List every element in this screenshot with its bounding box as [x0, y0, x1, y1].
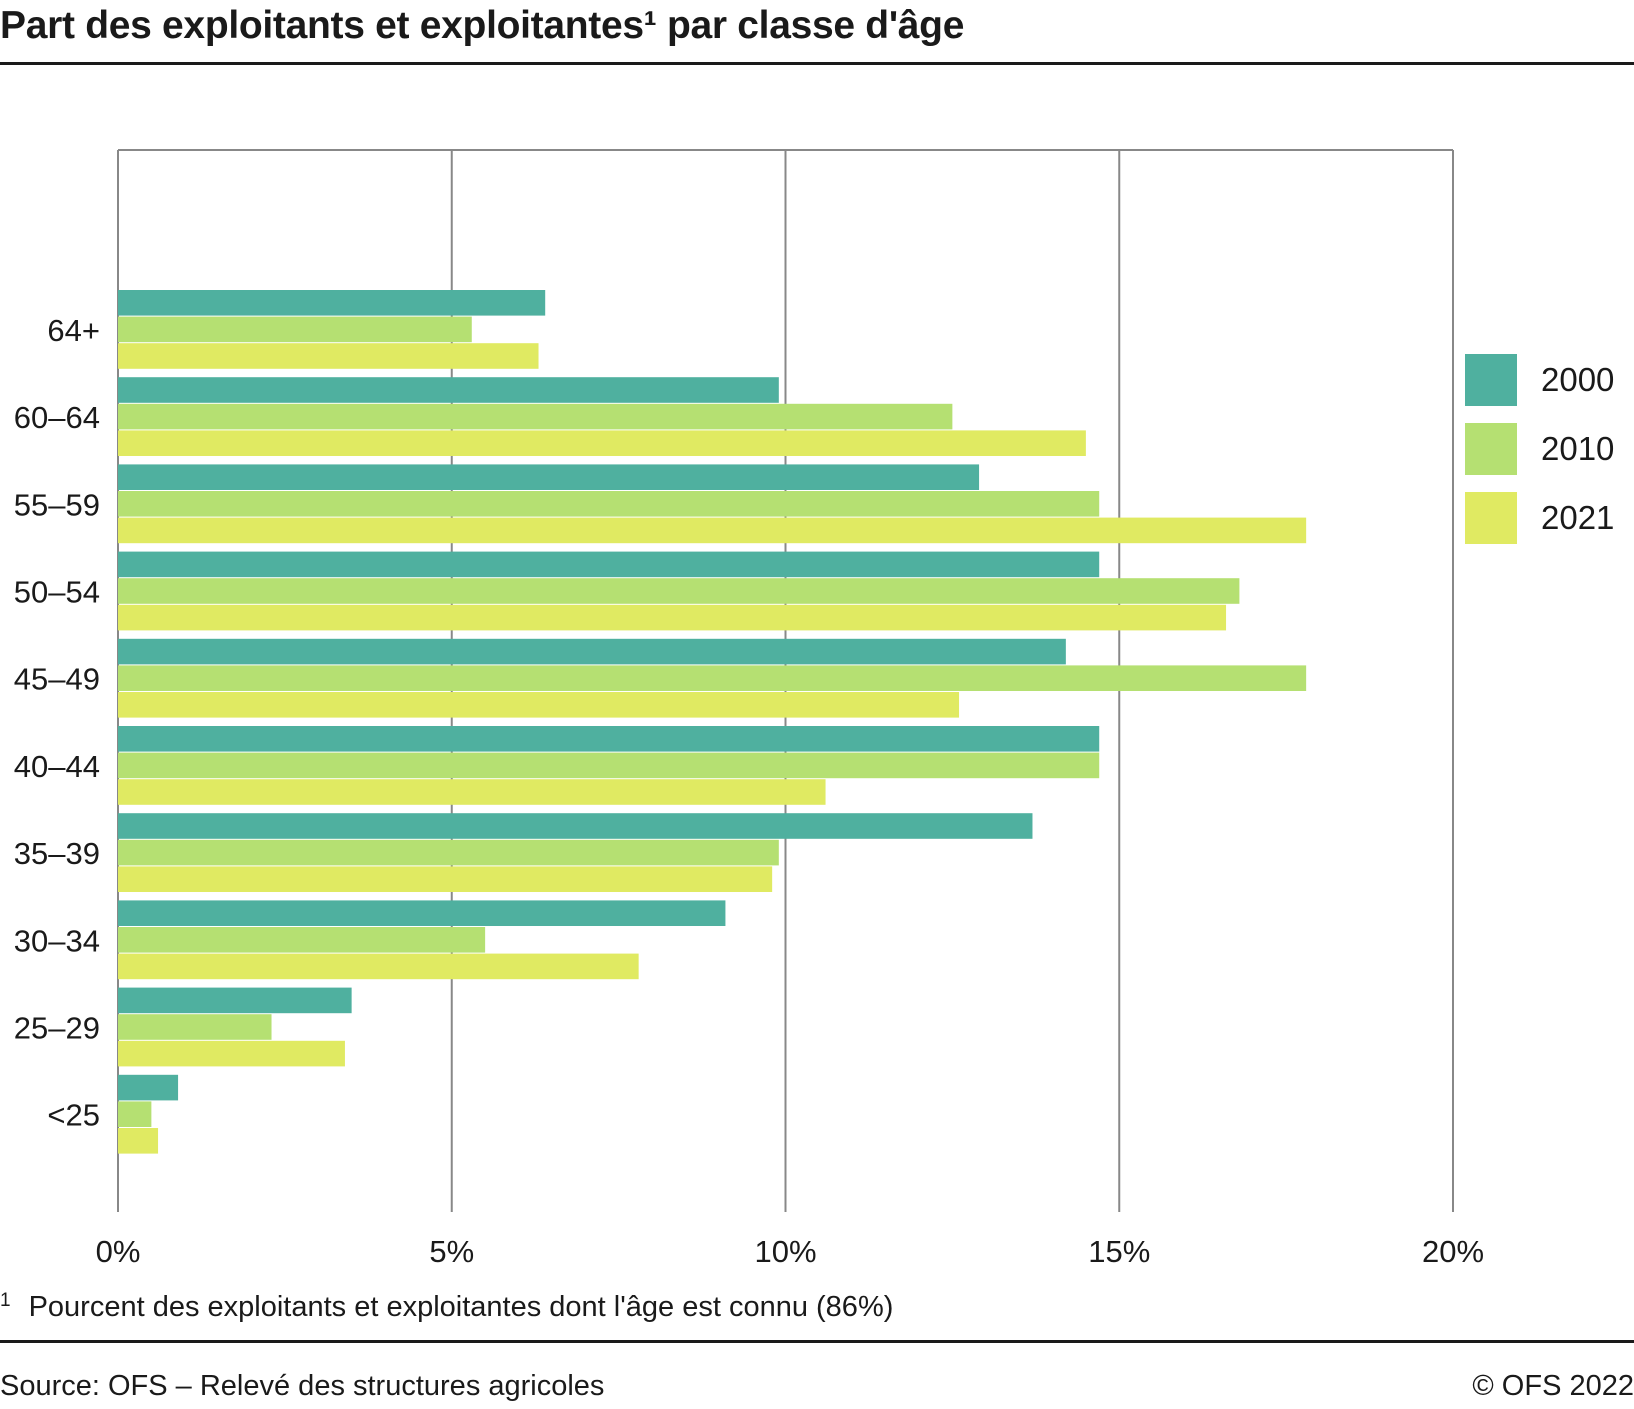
- y-tick-label: 60–64: [14, 400, 100, 435]
- bar-2021-2: [118, 517, 1307, 544]
- y-tick-label: <25: [47, 1098, 100, 1133]
- legend-swatch-2010: [1465, 423, 1517, 475]
- x-tick-label: 10%: [754, 1234, 816, 1265]
- bar-2021-1: [118, 430, 1086, 456]
- bar-2010-7: [118, 927, 486, 953]
- bar-2010-9: [118, 1101, 152, 1127]
- bar-2021-8: [118, 1040, 345, 1067]
- legend-label-2021: 2021: [1541, 499, 1614, 536]
- legend-swatch-2000: [1465, 354, 1517, 406]
- footnote: 1 Pourcent des exploitants et exploitante…: [0, 1290, 893, 1324]
- bar-2010-6: [118, 839, 779, 866]
- x-tick-label: 5%: [429, 1234, 474, 1265]
- footnote-marker: 1: [0, 1290, 11, 1311]
- title-rule: [0, 62, 1634, 65]
- footnote-text: Pourcent des exploitants et exploitantes…: [28, 1291, 894, 1323]
- y-tick-label: 64+: [47, 313, 100, 348]
- bar-2021-9: [118, 1128, 159, 1154]
- bar-2010-4: [118, 665, 1307, 691]
- bar-2000-4: [118, 638, 1066, 665]
- footer-rule: [0, 1340, 1634, 1343]
- bar-2000-8: [118, 987, 352, 1014]
- bar-2000-3: [118, 551, 1100, 578]
- legend-label-2010: 2010: [1541, 430, 1614, 467]
- bar-2000-7: [118, 900, 726, 926]
- x-tick-label: 0%: [96, 1234, 141, 1265]
- bar-2000-9: [118, 1074, 179, 1101]
- bar-2010-0: [118, 316, 472, 343]
- y-tick-label: 30–34: [14, 923, 100, 958]
- x-tick-label: 20%: [1422, 1234, 1484, 1265]
- bar-2021-0: [118, 343, 539, 369]
- bar-2010-8: [118, 1014, 272, 1040]
- y-tick-label: 50–54: [14, 575, 100, 610]
- bar-2021-5: [118, 779, 826, 805]
- y-tick-label: 35–39: [14, 836, 100, 871]
- y-tick-label: 25–29: [14, 1011, 100, 1046]
- bar-2021-4: [118, 692, 960, 718]
- bar-chart: 64+ 60–64 55–59 50–54 45–49 40–44 35–39 30–34 25…: [14, 149, 1614, 1265]
- bar-2000-2: [118, 464, 980, 490]
- bar-2021-6: [118, 866, 773, 892]
- legend-label-2000: 2000: [1541, 361, 1614, 398]
- y-tick-label: 45–49: [14, 662, 100, 697]
- y-tick-label: 40–44: [14, 749, 100, 784]
- y-tick-label: 55–59: [14, 487, 100, 522]
- bar-2000-6: [118, 813, 1033, 839]
- bar-2000-1: [118, 377, 779, 403]
- bar-2000-0: [118, 290, 546, 316]
- source-text: Source: OFS – Relevé des structures agri…: [0, 1370, 605, 1402]
- bar-2010-1: [118, 403, 953, 430]
- bar-2010-2: [118, 491, 1100, 517]
- legend-swatch-2021: [1465, 492, 1517, 544]
- chart-title: Part des exploitants et exploitantes¹ pa…: [0, 4, 965, 47]
- bar-2000-5: [118, 726, 1100, 752]
- copyright-text: © OFS 2022: [1472, 1370, 1634, 1402]
- bar-2021-3: [118, 604, 1227, 631]
- bar-2010-3: [118, 578, 1240, 604]
- x-tick-label: 15%: [1088, 1234, 1150, 1265]
- bar-2010-5: [118, 752, 1100, 779]
- bar-2021-7: [118, 953, 639, 980]
